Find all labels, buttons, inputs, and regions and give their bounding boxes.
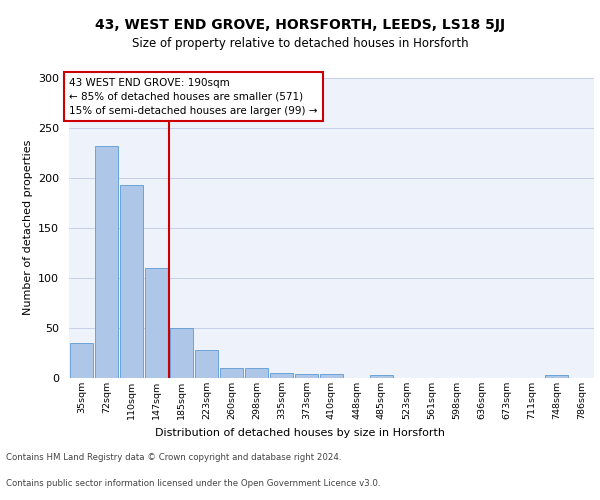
- Bar: [370, 374, 393, 378]
- Text: 43 WEST END GROVE: 190sqm
← 85% of detached houses are smaller (571)
15% of semi: 43 WEST END GROVE: 190sqm ← 85% of detac…: [69, 78, 317, 116]
- Bar: [195, 350, 218, 378]
- Text: Contains public sector information licensed under the Open Government Licence v3: Contains public sector information licen…: [6, 478, 380, 488]
- Bar: [170, 328, 193, 378]
- Bar: [545, 374, 568, 378]
- Bar: [120, 184, 143, 378]
- Bar: [245, 368, 268, 378]
- Bar: [95, 146, 118, 378]
- Bar: [145, 268, 168, 378]
- Text: Contains HM Land Registry data © Crown copyright and database right 2024.: Contains HM Land Registry data © Crown c…: [6, 454, 341, 462]
- Bar: [320, 374, 343, 378]
- Y-axis label: Number of detached properties: Number of detached properties: [23, 140, 32, 315]
- Bar: [270, 372, 293, 378]
- Text: Distribution of detached houses by size in Horsforth: Distribution of detached houses by size …: [155, 428, 445, 438]
- Bar: [70, 342, 93, 378]
- Text: Size of property relative to detached houses in Horsforth: Size of property relative to detached ho…: [131, 38, 469, 51]
- Text: 43, WEST END GROVE, HORSFORTH, LEEDS, LS18 5JJ: 43, WEST END GROVE, HORSFORTH, LEEDS, LS…: [95, 18, 505, 32]
- Bar: [295, 374, 318, 378]
- Bar: [220, 368, 243, 378]
